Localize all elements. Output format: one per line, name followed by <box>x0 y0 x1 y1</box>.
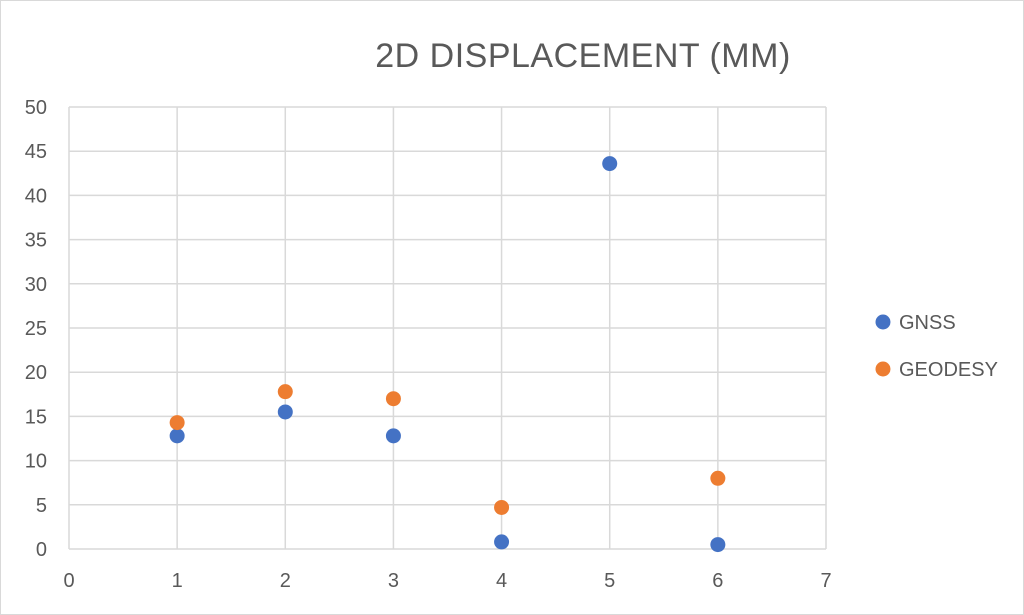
y-tick-label: 45 <box>25 141 47 163</box>
geodesy-data-point <box>169 415 185 431</box>
y-tick-label: 10 <box>25 451 47 473</box>
gnss-data-point <box>277 404 293 420</box>
gnss-data-point <box>494 534 510 550</box>
y-tick-label: 25 <box>25 318 47 340</box>
geodesy-data-point <box>710 470 726 486</box>
geodesy-data-point <box>277 384 293 400</box>
x-tick-label: 5 <box>604 570 615 592</box>
x-tick-label: 4 <box>496 570 507 592</box>
y-tick-label: 40 <box>25 185 47 207</box>
y-tick-label: 50 <box>25 97 47 119</box>
x-tick-label: 0 <box>63 570 74 592</box>
data-points <box>169 156 726 553</box>
gnss-data-point <box>710 537 726 553</box>
geodesy-legend-label: GEODESY <box>899 359 998 381</box>
y-tick-label: 0 <box>36 539 47 561</box>
gridlines <box>68 106 827 550</box>
chart-title: 2D DISPLACEMENT (MM) <box>375 37 791 75</box>
gnss-data-point <box>385 428 401 444</box>
gnss-legend-label: GNSS <box>899 312 956 334</box>
y-tick-label: 15 <box>25 406 47 428</box>
gnss-data-point <box>602 156 618 172</box>
y-axis-tick-labels: 0 5 10 15 20 25 30 35 40 45 50 <box>25 97 47 561</box>
y-tick-label: 35 <box>25 230 47 252</box>
geodesy-data-point <box>494 499 510 515</box>
x-tick-label: 6 <box>712 570 723 592</box>
y-tick-label: 20 <box>25 362 47 384</box>
gnss-data-point <box>169 428 185 444</box>
x-axis-tick-labels: 0 1 2 3 4 5 6 7 <box>63 570 831 592</box>
y-tick-label: 30 <box>25 274 47 296</box>
gnss-legend-marker <box>875 314 891 330</box>
geodesy-data-point <box>385 391 401 407</box>
x-tick-label: 1 <box>172 570 183 592</box>
y-tick-label: 5 <box>36 495 47 517</box>
x-tick-label: 2 <box>280 570 291 592</box>
x-tick-label: 3 <box>388 570 399 592</box>
x-tick-label: 7 <box>820 570 831 592</box>
geodesy-legend-marker <box>875 361 891 377</box>
legend: GNSS GEODESY <box>875 312 998 381</box>
